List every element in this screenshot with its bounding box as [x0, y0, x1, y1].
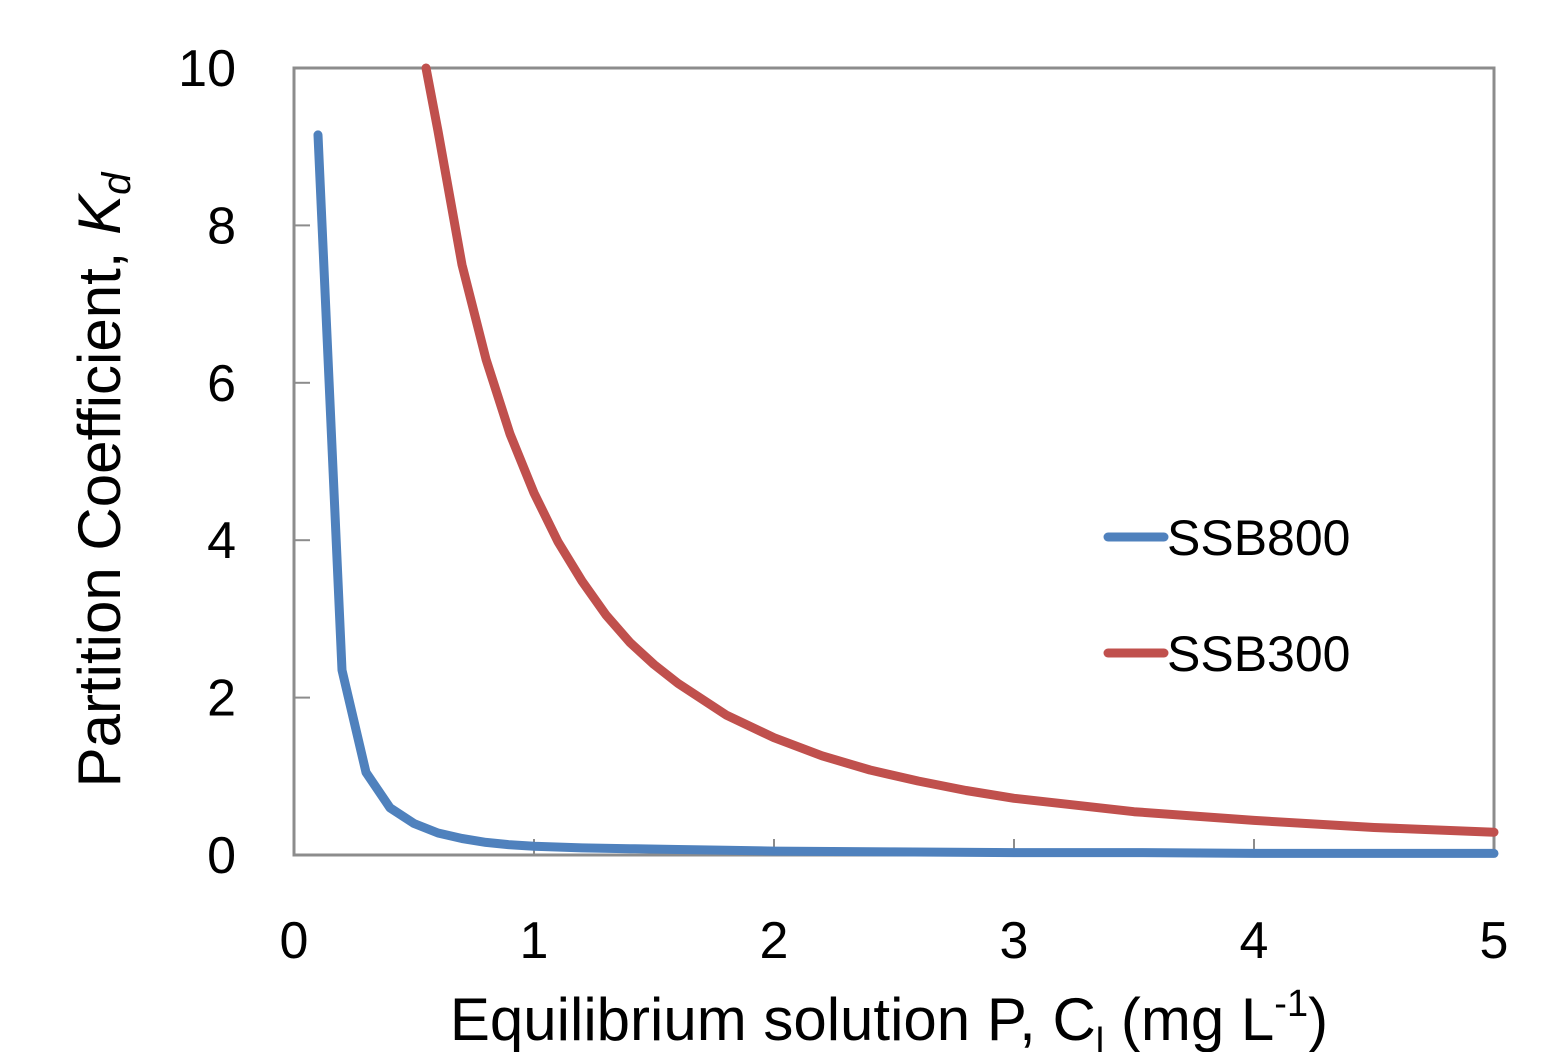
x-tick-label: 3 — [1000, 912, 1029, 970]
x-axis-title-main: Equilibrium solution P, C — [450, 986, 1096, 1052]
legend: SSB800 SSB300 — [1103, 510, 1350, 682]
x-axis-title-superscript: -1 — [1274, 983, 1308, 1025]
series-layer — [313, 63, 1499, 858]
legend-label-ssb300: SSB300 — [1167, 626, 1350, 682]
x-tick-label: 2 — [760, 912, 789, 970]
series-line-ssb300 — [421, 63, 1499, 837]
x-axis-title-unit-close: ) — [1308, 986, 1328, 1052]
y-tick-label: 8 — [207, 197, 236, 255]
x-axis-title-subscript: l — [1096, 1021, 1104, 1052]
plot-area-frame — [292, 66, 1496, 857]
x-tick-label: 1 — [520, 912, 549, 970]
y-axis-title-italic: K — [66, 192, 133, 235]
x-axis-ticks: 0 1 2 3 4 5 — [280, 839, 1509, 970]
x-tick-label: 4 — [1240, 912, 1269, 970]
y-axis-ticks: 0 2 4 6 8 10 — [178, 40, 310, 885]
y-tick-label: 2 — [207, 670, 236, 728]
y-tick-label: 10 — [178, 40, 236, 98]
x-axis-title-unit-open: (mg L — [1104, 986, 1274, 1052]
y-tick-label: 0 — [207, 827, 236, 885]
y-axis-title-subscript: d — [95, 171, 139, 195]
y-tick-label: 6 — [207, 355, 236, 413]
x-axis-title: Equilibrium solution P, Cl (mg L-1) — [450, 983, 1328, 1052]
x-tick-label: 0 — [280, 912, 309, 970]
legend-label-ssb800: SSB800 — [1167, 510, 1350, 566]
y-axis-title: Partition Coefficient, Kd — [66, 171, 139, 788]
x-tick-label: 5 — [1480, 912, 1509, 970]
y-axis-title-main: Partition Coefficient, — [66, 235, 133, 788]
series-line-ssb800 — [313, 130, 1499, 858]
y-tick-label: 4 — [207, 512, 236, 570]
